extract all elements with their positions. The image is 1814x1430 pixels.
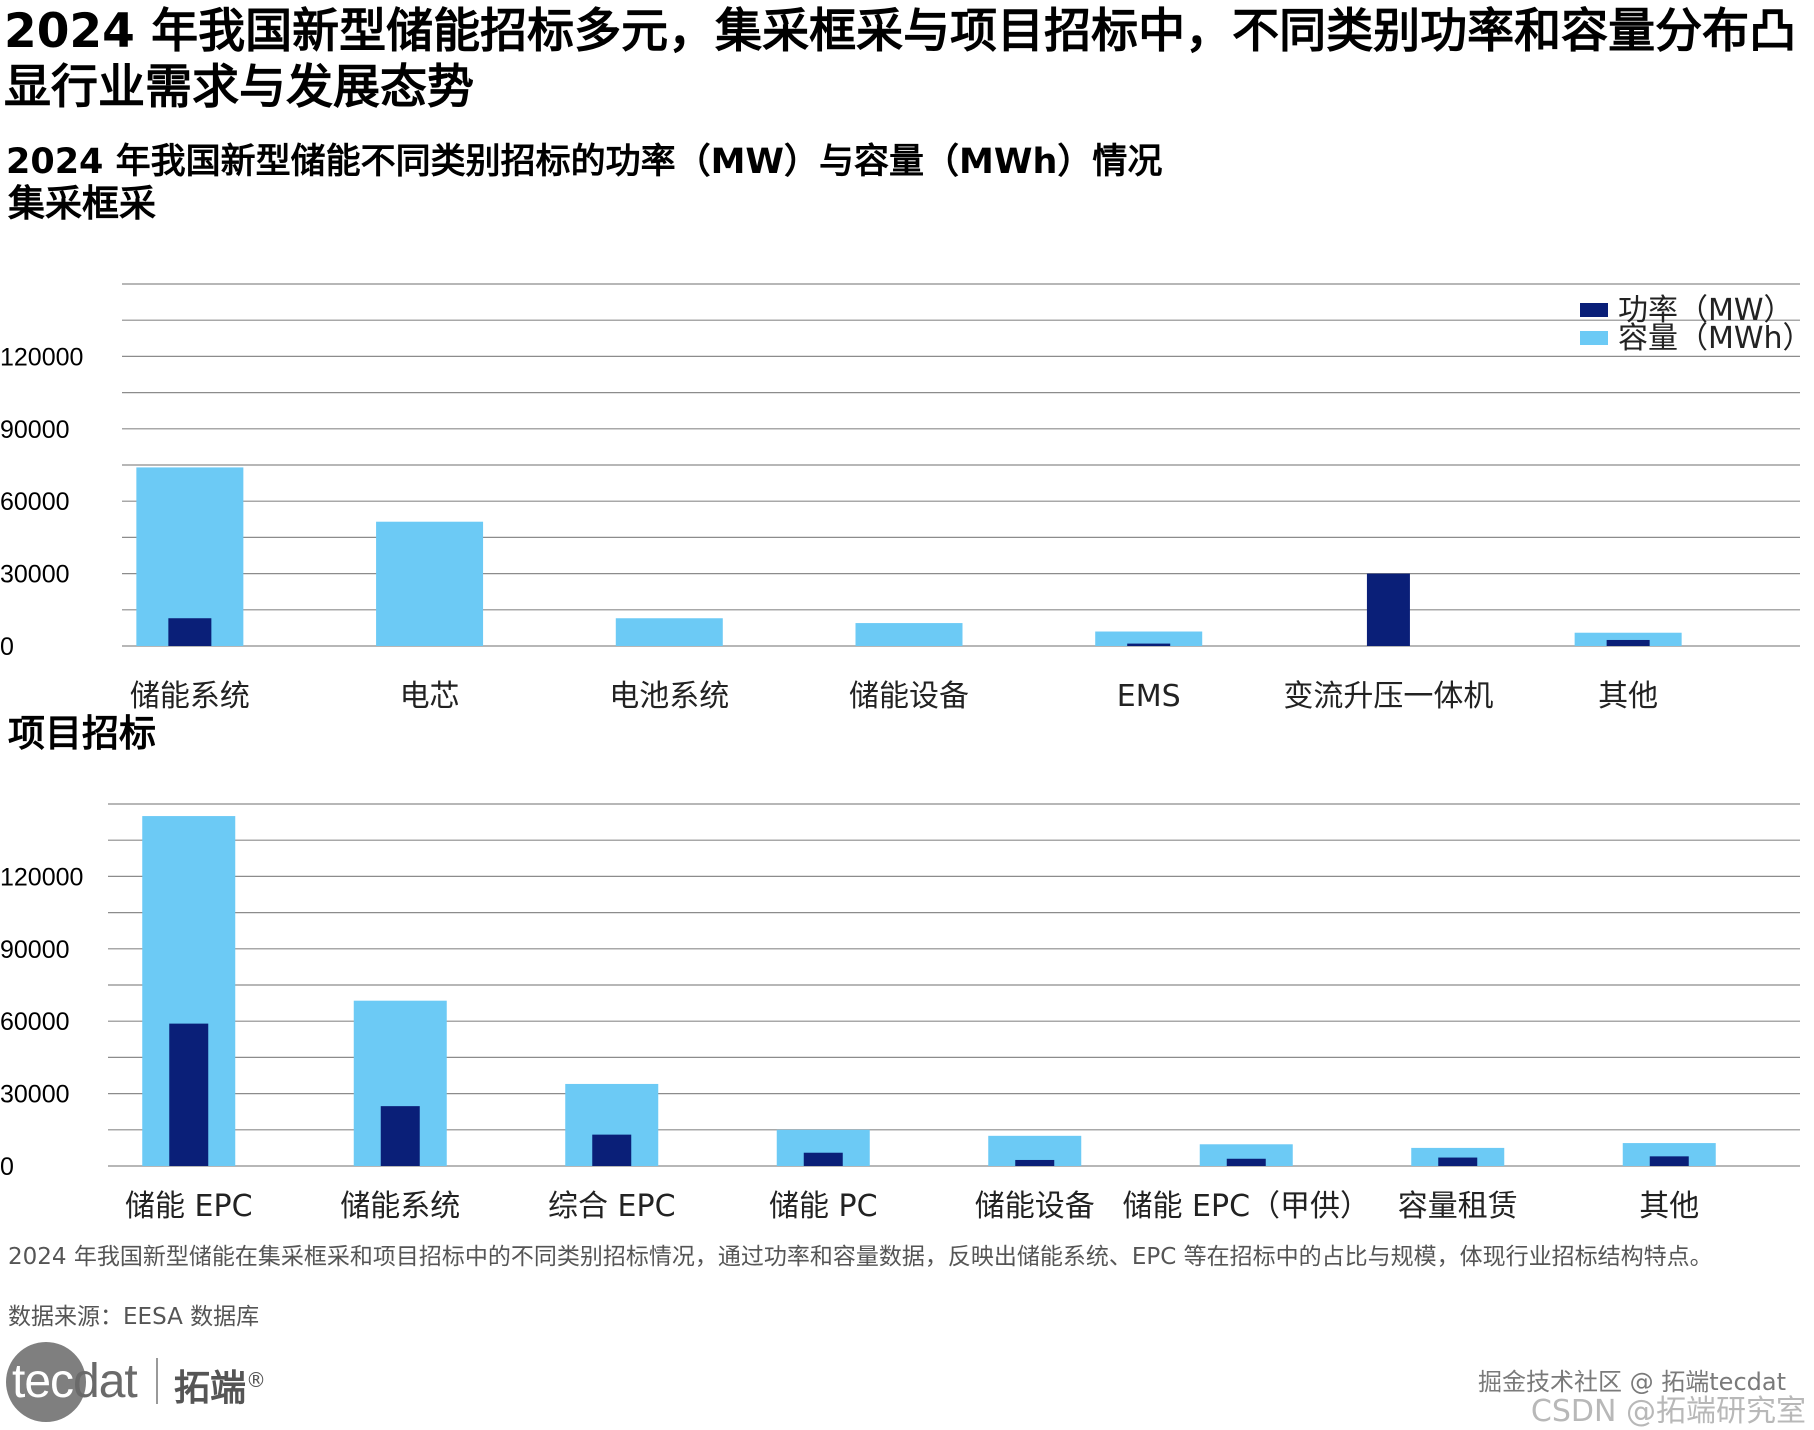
legend-swatch-power <box>1580 303 1608 317</box>
framework-procurement-chart: 0 30000 60000 90000 120000 储能系统 电芯 电池系统 储能设备 EMS 变… <box>0 283 1813 714</box>
power-bar <box>1649 1156 1689 1166</box>
chart-heading: 2024 年我国新型储能不同类别招标的功率（MW）与容量（MWh）情况 <box>6 142 1163 182</box>
category-label: 储能设备 <box>849 679 969 714</box>
power-bar <box>1015 1159 1055 1166</box>
category-label: 储能 PC <box>769 1189 878 1224</box>
power-bar <box>1438 1157 1478 1166</box>
capacity-bar <box>376 521 484 646</box>
category-label: 电池系统 <box>609 679 729 714</box>
category-label: 其他 <box>1598 679 1658 714</box>
power-bar <box>1226 1158 1266 1166</box>
logo-word-head: tec <box>12 1355 74 1408</box>
category-label: 储能 EPC <box>125 1189 253 1224</box>
category-label: 储能系统 <box>130 679 250 714</box>
power-bar <box>1606 639 1650 646</box>
capacity-bar <box>1411 1147 1505 1166</box>
category-label: 容量租赁 <box>1398 1189 1518 1224</box>
legend-label-capacity: 容量（MWh） <box>1618 321 1813 356</box>
y-tick-label: 120000 <box>0 343 83 371</box>
logo-cn-text: 拓端 <box>174 1368 247 1409</box>
y-tick-label: 60000 <box>0 1008 70 1036</box>
power-bar <box>592 1134 632 1166</box>
category-label: 综合 EPC <box>548 1189 676 1224</box>
y-tick-label: 120000 <box>0 863 83 891</box>
y-tick-label: 60000 <box>0 488 70 516</box>
y-tick-label: 30000 <box>0 561 70 589</box>
power-bar <box>169 1023 209 1166</box>
registered-mark: ® <box>246 1368 267 1392</box>
project-tender-chart: 0 30000 60000 90000 120000 储能 EPC 储能系统 综合 EPC 储能… <box>0 803 1800 1224</box>
section-title-project-tender: 项目招标 <box>8 712 156 755</box>
category-label: 储能系统 <box>340 1189 460 1224</box>
page-title: 2024 年我国新型储能招标多元，集采框采与项目招标中，不同类别功率和容量分布凸… <box>4 4 1797 115</box>
capacity-bar <box>1622 1143 1716 1166</box>
y-tick-label: 90000 <box>0 936 70 964</box>
category-label: 储能 EPC（甲供） <box>1122 1189 1370 1224</box>
power-bar <box>1127 643 1171 646</box>
category-label: 储能设备 <box>975 1189 1095 1224</box>
watermark-juejin: 掘金技术社区 @ 拓端tecdat <box>1478 1368 1786 1396</box>
watermark-csdn: CSDN @拓端研究室 <box>1530 1394 1806 1429</box>
logo-chinese-name: 拓端® <box>174 1356 266 1413</box>
capacity-bar <box>1095 631 1203 646</box>
capacity-bar <box>1199 1144 1293 1166</box>
capacity-bar <box>855 623 963 646</box>
power-bar <box>168 618 212 646</box>
section-title-framework-procurement: 集采框采 <box>8 182 156 225</box>
data-source: 数据来源：EESA 数据库 <box>8 1304 260 1330</box>
capacity-bar <box>1574 632 1682 646</box>
logo-wordmark: tecdat <box>12 1354 138 1410</box>
y-tick-label: 90000 <box>0 416 70 444</box>
capacity-bar <box>136 467 244 646</box>
category-label: 电芯 <box>400 679 460 714</box>
logo-divider <box>156 1358 158 1404</box>
category-label: EMS <box>1117 679 1181 714</box>
category-label: 变流升压一体机 <box>1283 679 1493 714</box>
power-bar <box>380 1106 420 1166</box>
y-tick-label: 30000 <box>0 1081 70 1109</box>
power-bar <box>1366 573 1410 646</box>
logo-word-tail: dat <box>73 1355 138 1408</box>
legend-swatch-capacity <box>1580 331 1608 345</box>
logo-circle <box>6 1342 86 1422</box>
category-label: 其他 <box>1639 1189 1699 1224</box>
power-bar <box>803 1152 843 1166</box>
chart-note: 2024 年我国新型储能在集采框采和项目招标中的不同类别招标情况，通过功率和容量… <box>8 1244 1713 1270</box>
y-tick-label: 0 <box>0 633 14 661</box>
legend-label-power: 功率（MW） <box>1618 293 1794 328</box>
capacity-bar <box>615 618 723 646</box>
tecdat-logo: tecdat 拓端® <box>6 1342 306 1422</box>
y-tick-label: 0 <box>0 1153 14 1181</box>
